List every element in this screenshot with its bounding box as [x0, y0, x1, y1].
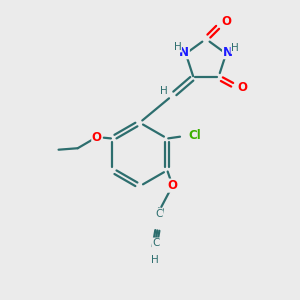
- Text: O: O: [92, 130, 102, 143]
- Text: O: O: [237, 81, 247, 94]
- Text: N: N: [179, 46, 189, 59]
- Text: C: C: [155, 208, 163, 219]
- Text: H: H: [174, 42, 182, 52]
- Text: N: N: [223, 46, 232, 59]
- Text: H: H: [231, 43, 239, 53]
- Text: Cl: Cl: [188, 129, 201, 142]
- Text: C: C: [152, 238, 160, 248]
- Text: O: O: [222, 15, 232, 28]
- Text: H: H: [151, 255, 159, 266]
- Text: H: H: [160, 86, 168, 96]
- Text: O: O: [167, 179, 178, 192]
